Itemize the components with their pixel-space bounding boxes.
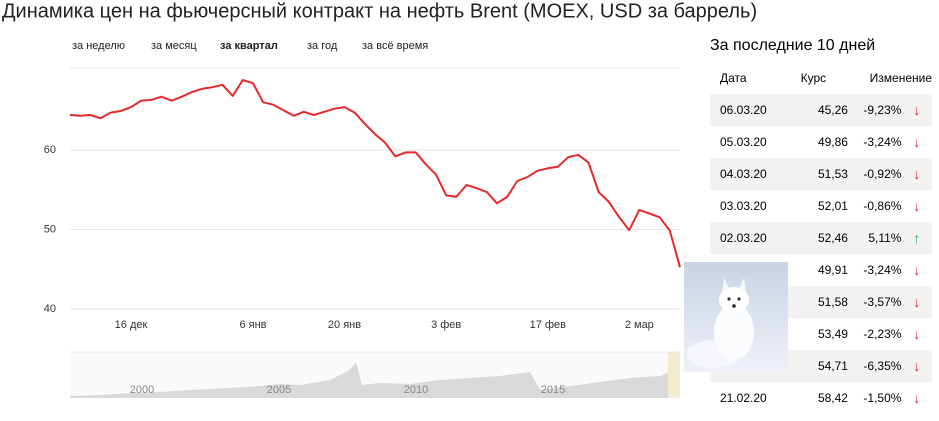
- tab[interactable]: за неделю: [72, 40, 125, 52]
- table-row: 06.03.20 45,26 -9,23% ↓: [710, 94, 932, 126]
- change-cell: -1,50%: [863, 391, 902, 405]
- table-row: 05.03.20 49,86 -3,24% ↓: [710, 126, 932, 158]
- x-tick-label: 6 янв: [239, 319, 266, 331]
- table-row: 21.02.20 58,42 -1,50% ↓: [710, 382, 932, 414]
- x-tick-label: 17 фев: [530, 319, 566, 331]
- date-cell: 06.03.20: [720, 103, 767, 117]
- price-line: [69, 79, 681, 268]
- trend-arrow: ↓: [913, 294, 921, 310]
- change-cell: -2,23%: [863, 327, 902, 341]
- date-cell: 02.03.20: [720, 231, 767, 245]
- change-cell: 5,11%: [868, 231, 902, 245]
- table-row: 49,91 -3,24% ↓: [710, 254, 932, 286]
- year-label: 2005: [267, 384, 291, 396]
- tab[interactable]: за месяц: [151, 40, 197, 52]
- change-cell: -3,24%: [863, 263, 902, 277]
- date-cell: 03.03.20: [720, 199, 767, 213]
- rate-cell: 53,49: [817, 327, 848, 341]
- table-title: За последние 10 дней: [710, 37, 876, 54]
- table-header: Дата Курс Изменение: [710, 62, 932, 94]
- year-label: 2015: [541, 384, 565, 396]
- rate-cell: 54,71: [817, 359, 848, 373]
- trend-arrow: ↓: [913, 134, 921, 150]
- date-cell: 05.03.20: [720, 135, 767, 149]
- rate-cell: 49,86: [817, 135, 848, 149]
- header-cell: Курс: [800, 71, 827, 85]
- change-cell: -0,86%: [863, 199, 902, 213]
- header-cell: Дата: [720, 71, 747, 85]
- change-cell: -6,35%: [863, 359, 902, 373]
- x-tick-label: 20 янв: [328, 319, 361, 331]
- y-tick-label: 50: [44, 223, 56, 235]
- trend-arrow: ↑: [913, 230, 921, 246]
- x-tick-label: 2 мар: [625, 319, 654, 331]
- tab[interactable]: за год: [307, 40, 338, 52]
- table-row: 03.03.20 52,01 -0,86% ↓: [710, 190, 932, 222]
- rate-cell: 52,46: [817, 231, 848, 245]
- navigator-window[interactable]: [668, 352, 680, 398]
- rate-table: За последние 10 дней Дата Курс Изменение…: [710, 30, 932, 414]
- change-cell: -3,57%: [863, 295, 902, 309]
- y-tick-label: 60: [44, 144, 56, 156]
- year-label: 2010: [404, 384, 428, 396]
- trend-arrow: ↓: [913, 262, 921, 278]
- tabs: за неделю за месяц за квартал за год за всё …: [72, 40, 428, 52]
- table-row: 04.03.20 51,53 -0,92% ↓: [710, 158, 932, 190]
- navigator: 2000 2005 2010 2015: [70, 351, 680, 398]
- change-cell: -9,23%: [863, 103, 902, 117]
- year-label: 2000: [130, 384, 154, 396]
- grid: 40 50 60 16 дек 6 янв 20 янв 3 фев 17 фев 2 мар: [44, 144, 680, 331]
- trend-arrow: ↓: [913, 198, 921, 214]
- navigator-area: [70, 362, 680, 398]
- chart-title: Динамика цен на фьючерсный контракт на н…: [2, 0, 757, 22]
- x-tick-label: 3 фев: [431, 319, 461, 331]
- tab[interactable]: за квартал: [220, 40, 278, 52]
- y-tick-label: 40: [44, 303, 56, 315]
- tab[interactable]: за всё время: [362, 40, 428, 52]
- header-cell: Изменение: [869, 71, 932, 85]
- table-row: 02.03.20 52,46 5,11% ↑: [710, 222, 932, 254]
- trend-arrow: ↓: [913, 326, 921, 342]
- rate-cell: 51,58: [817, 295, 848, 309]
- trend-arrow: ↓: [913, 358, 921, 374]
- change-cell: -3,24%: [863, 135, 902, 149]
- rate-cell: 49,91: [817, 263, 848, 277]
- rate-cell: 45,26: [817, 103, 848, 117]
- rate-cell: 51,53: [817, 167, 848, 181]
- trend-arrow: ↓: [913, 390, 921, 406]
- trend-arrow: ↓: [913, 102, 921, 118]
- date-cell: 21.02.20: [720, 391, 767, 405]
- rate-cell: 52,01: [817, 199, 848, 213]
- rate-cell: 58,42: [817, 391, 848, 405]
- x-tick-label: 16 дек: [115, 319, 148, 331]
- table-row: 53,49 -2,23% ↓: [710, 318, 932, 350]
- change-cell: -0,92%: [863, 167, 902, 181]
- fox-image: [684, 262, 788, 372]
- date-cell: 04.03.20: [720, 167, 767, 181]
- trend-arrow: ↓: [913, 166, 921, 182]
- table-row: 54,71 -6,35% ↓: [710, 350, 932, 382]
